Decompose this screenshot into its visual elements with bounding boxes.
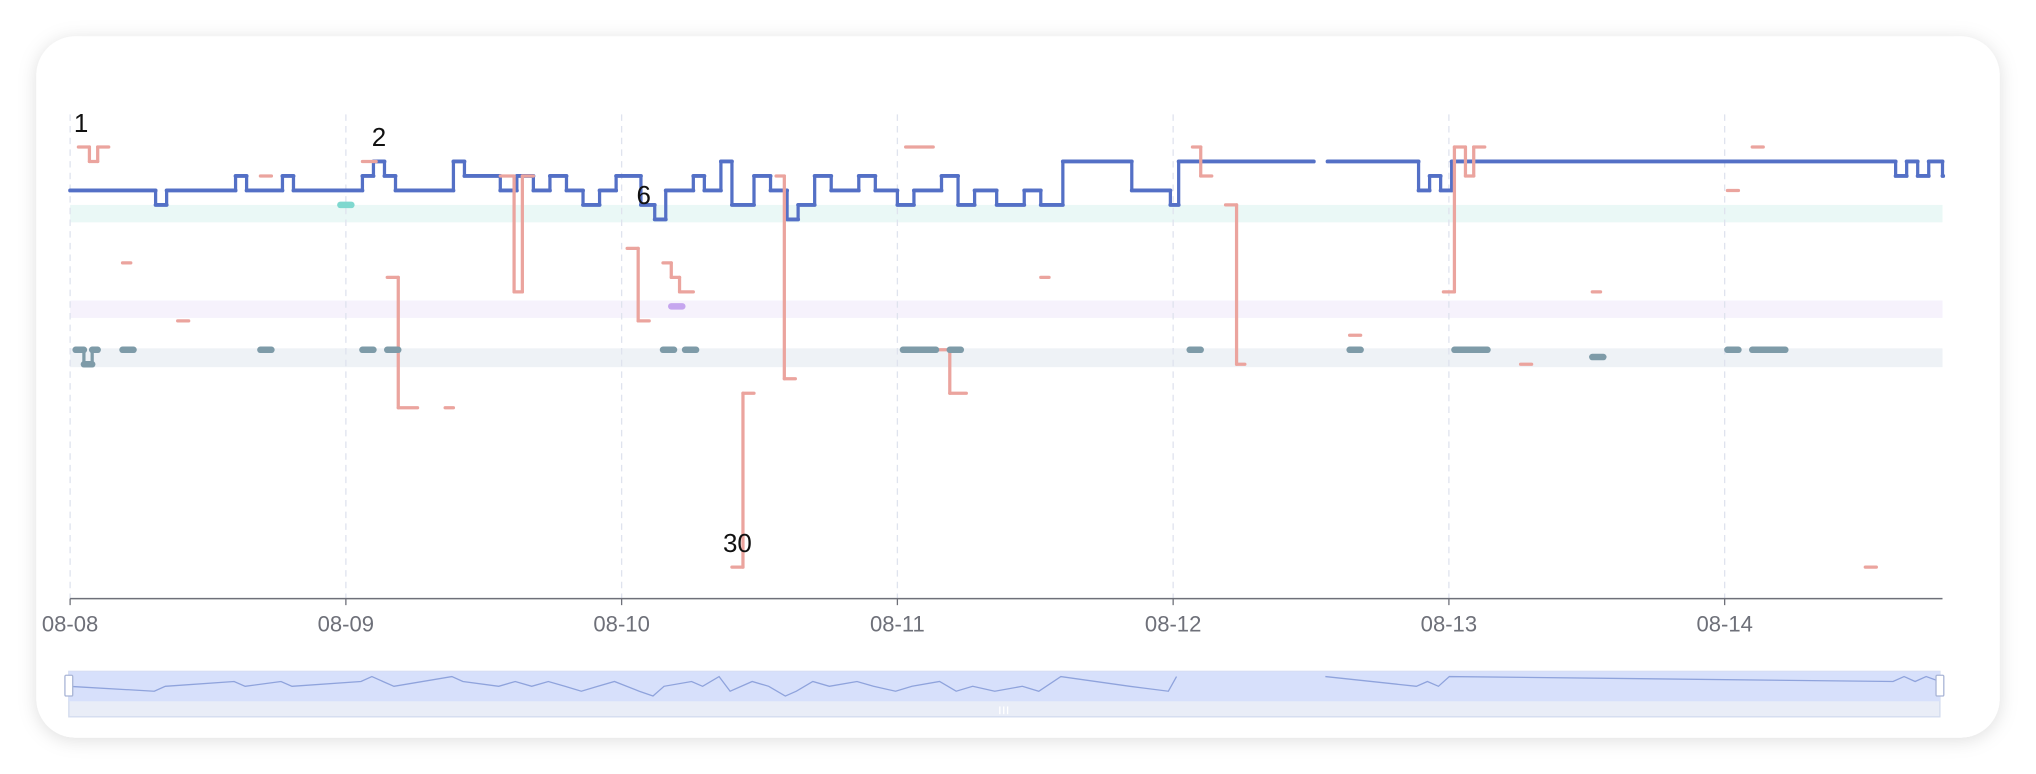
band: [70, 348, 1943, 368]
x-tick-label: 08-10: [593, 612, 649, 637]
x-tick-label: 08-09: [318, 612, 374, 637]
annotation: 1: [74, 108, 88, 138]
series: [72, 346, 1789, 368]
annotation: 30: [723, 528, 752, 558]
series: [68, 159, 1946, 222]
plot-area: 08-08 08-09 08-10 08-11 08-12 08-13 08-14 1 2 6 30: [42, 108, 1946, 637]
annotation: 2: [372, 122, 386, 152]
band: [70, 204, 1943, 223]
x-tick-label: 08-13: [1421, 612, 1477, 637]
zoom-grip[interactable]: [999, 706, 1009, 715]
series: [76, 145, 1878, 569]
band: [70, 300, 1943, 318]
zoom-handle-left[interactable]: [64, 674, 74, 697]
x-tick-label: 08-08: [42, 612, 98, 637]
data-zoom[interactable]: [64, 670, 1945, 718]
x-tick-label: 08-14: [1696, 612, 1752, 637]
x-tick-label: 08-11: [870, 612, 925, 637]
x-tick-label: 08-12: [1145, 612, 1201, 637]
zoom-window[interactable]: [68, 671, 1940, 702]
annotation: 6: [636, 180, 650, 210]
zoom-handle-right[interactable]: [1935, 674, 1945, 697]
zoom-preview-line: [68, 675, 1941, 697]
